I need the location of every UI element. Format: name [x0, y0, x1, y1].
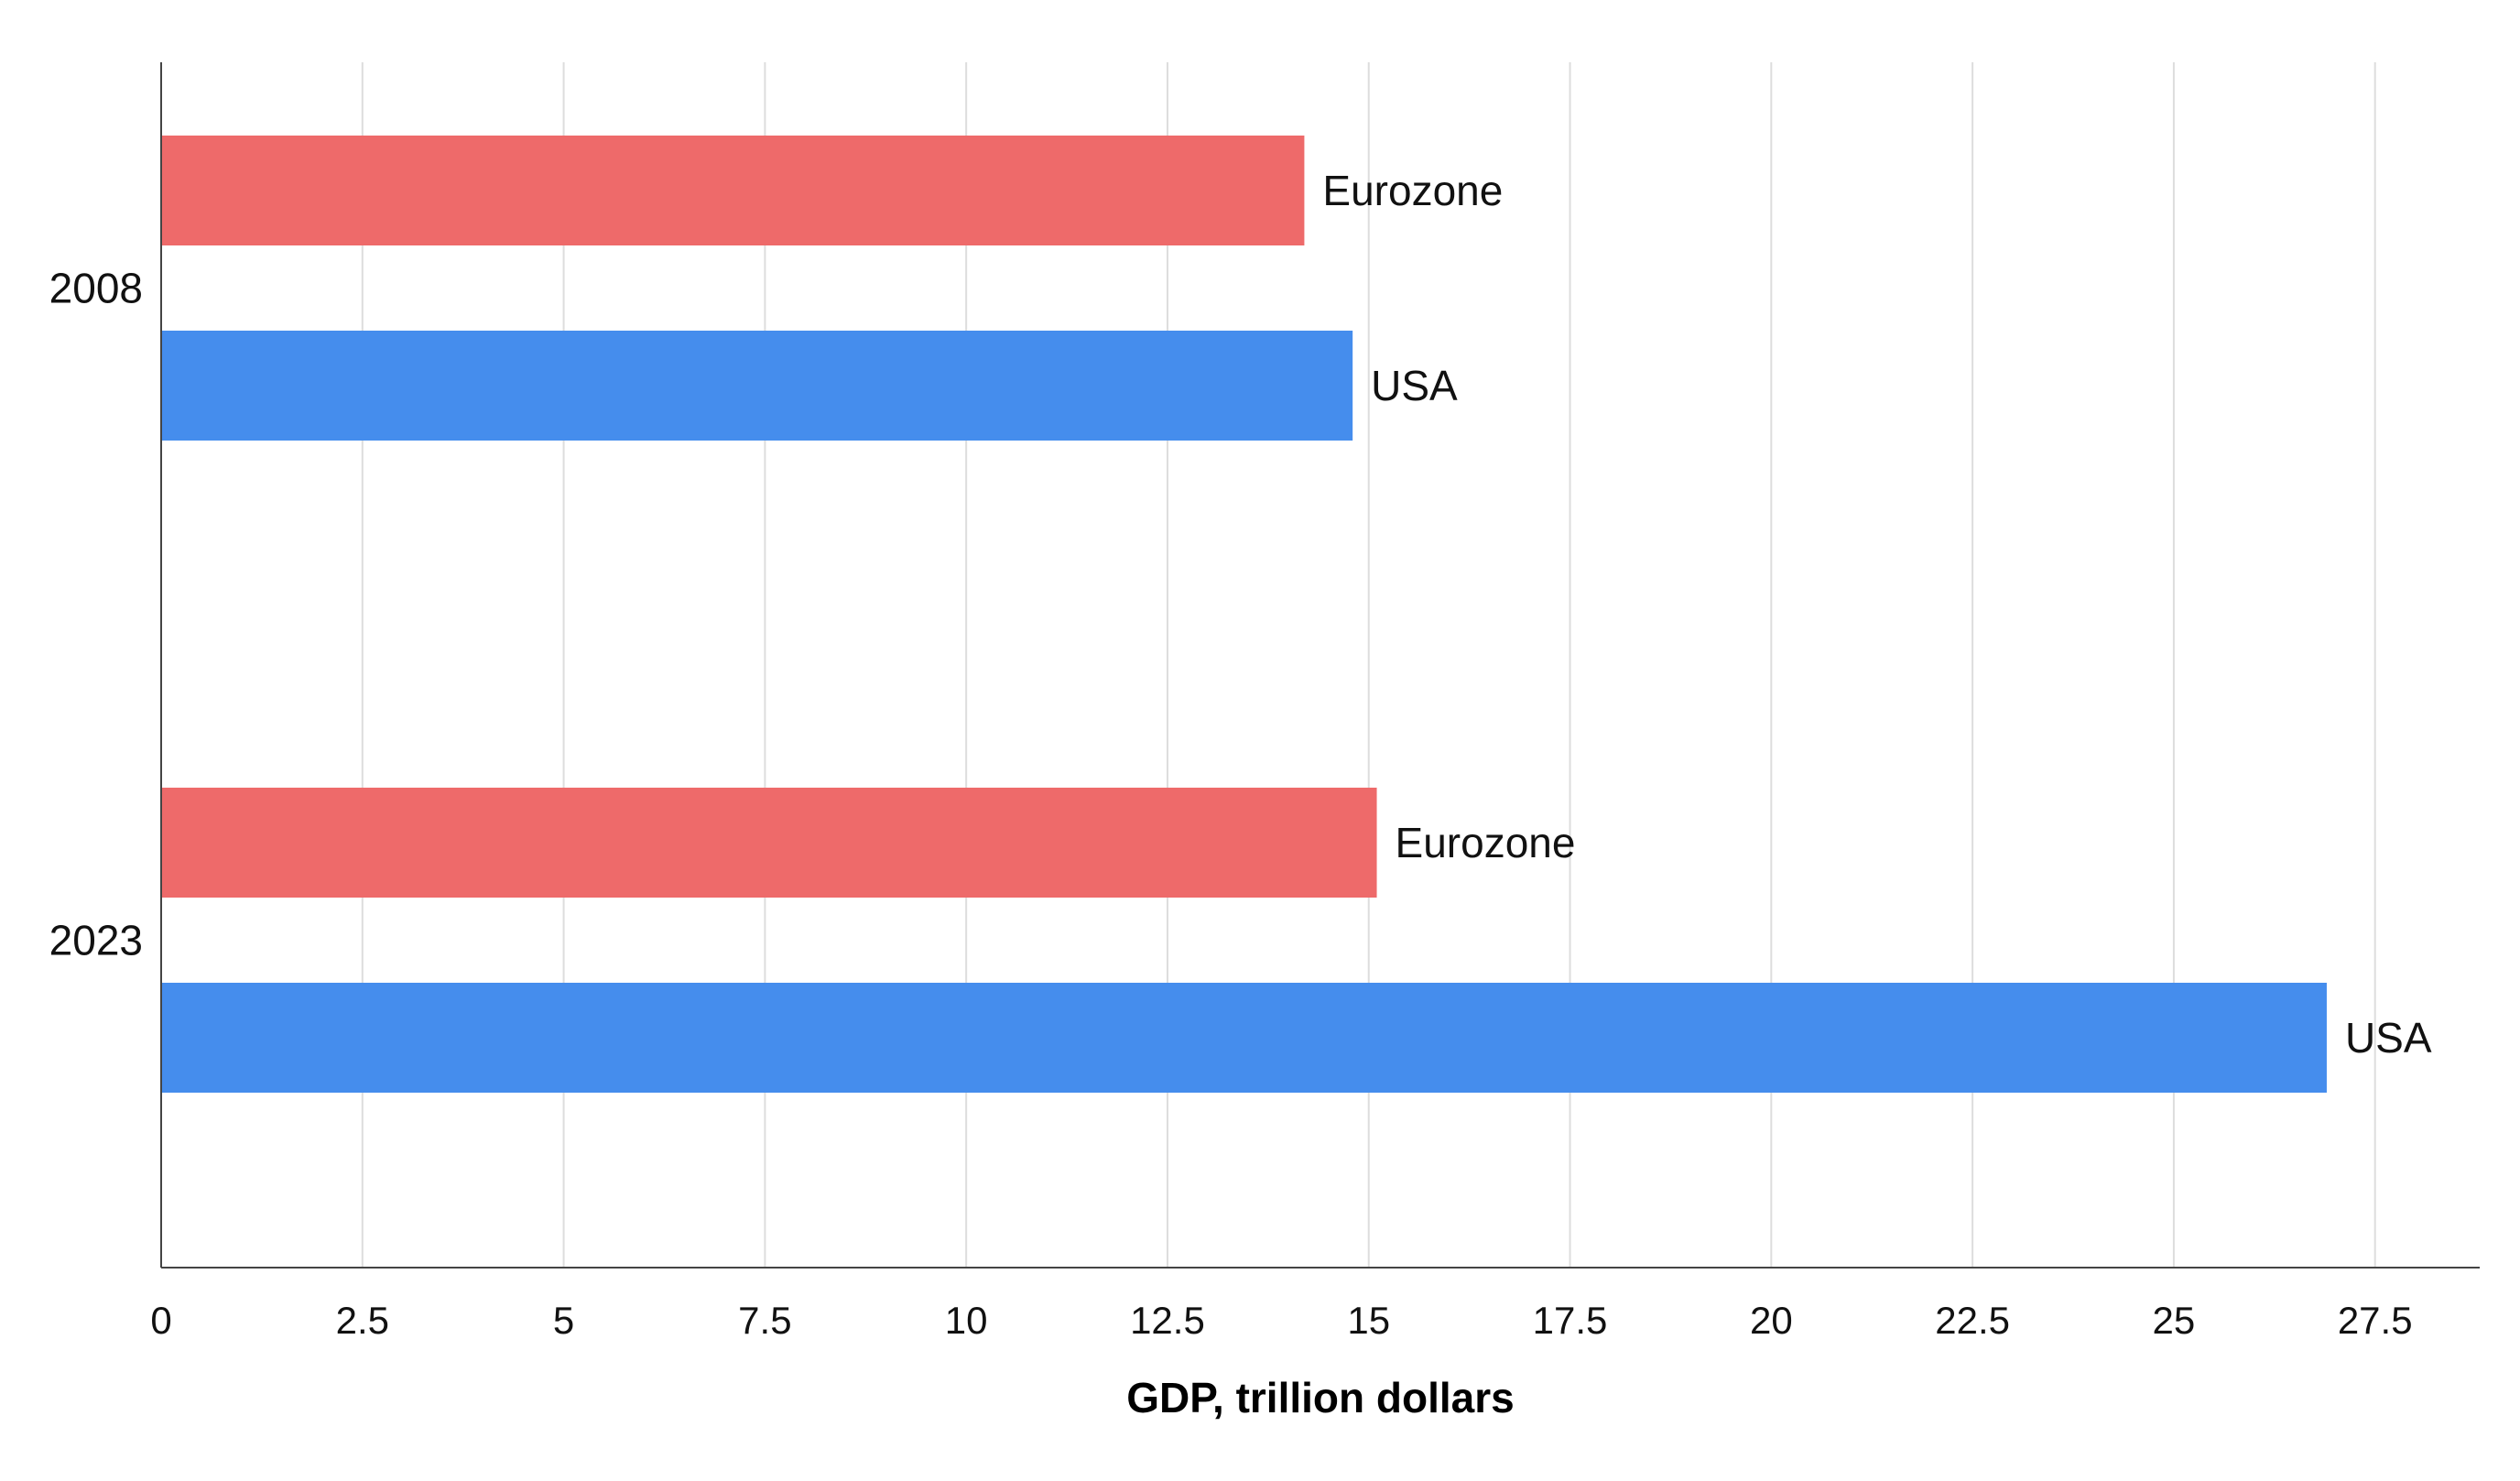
x-tick-label: 20 [1750, 1299, 1793, 1342]
x-tick-label: 22.5 [1935, 1299, 2010, 1342]
bar-usa-2008 [161, 331, 1353, 441]
bar-label-eurozone-2023: Eurozone [1396, 819, 1576, 866]
x-tick-label: 27.5 [2338, 1299, 2413, 1342]
bars [161, 136, 2327, 1093]
x-axis-title: GDP, trillion dollars [1126, 1374, 1514, 1421]
axes [160, 62, 2480, 1269]
y-category-label-2008: 2008 [49, 265, 143, 312]
bar-eurozone-2023 [161, 788, 1377, 898]
bar-label-eurozone-2008: Eurozone [1322, 167, 1503, 214]
x-tick-label: 15 [1347, 1299, 1390, 1342]
labels: 0 2.5 5 7.5 10 12.5 15 17.5 20 22.5 25 27.5 Eurozone… [49, 167, 2432, 1342]
bar-label-usa-2023: USA [2345, 1014, 2432, 1062]
x-tick-label: 12.5 [1130, 1299, 1205, 1342]
x-tick-label: 0 [150, 1299, 171, 1342]
x-tick-label: 7.5 [738, 1299, 791, 1342]
bar-label-usa-2008: USA [1371, 362, 1458, 409]
x-tick-label: 2.5 [336, 1299, 389, 1342]
bar-eurozone-2008 [161, 136, 1305, 245]
y-category-label-2023: 2023 [49, 917, 143, 964]
x-tick-label: 17.5 [1533, 1299, 1608, 1342]
bar-usa-2023 [161, 983, 2327, 1093]
x-tick-label: 25 [2153, 1299, 2196, 1342]
x-tick-label: 10 [945, 1299, 988, 1342]
x-tick-label: 5 [553, 1299, 574, 1342]
